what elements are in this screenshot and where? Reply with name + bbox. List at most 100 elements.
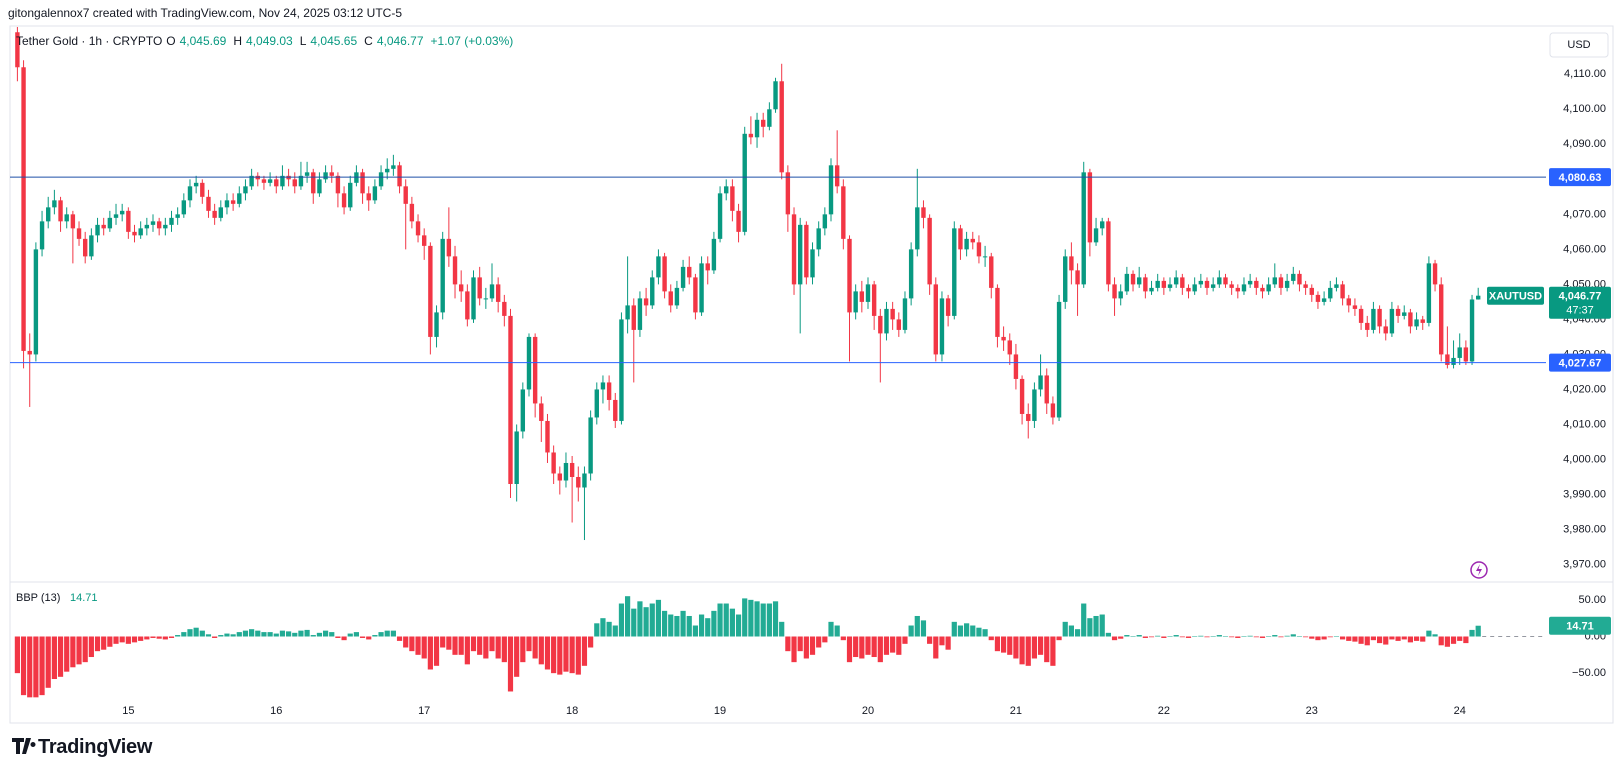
price-tag	[1549, 168, 1611, 187]
bbp-bar	[717, 603, 723, 637]
candle-body	[1247, 280, 1253, 285]
ohlc-value: 4,045.69	[179, 34, 227, 48]
bbp-bar	[1148, 636, 1155, 638]
candle-body	[378, 172, 384, 187]
candle-body	[212, 210, 217, 218]
candle-body	[1420, 319, 1425, 323]
candle-body	[1007, 340, 1012, 355]
bbp-bar	[507, 636, 514, 692]
candle-body	[489, 284, 495, 299]
candle-body	[304, 172, 310, 176]
candle-body	[576, 476, 581, 488]
candle-body	[76, 228, 82, 239]
candle-body	[329, 172, 334, 176]
bbp-bar	[1081, 603, 1087, 637]
bbp-bar	[754, 601, 760, 637]
candle-body	[169, 217, 174, 225]
candle-body	[619, 319, 624, 421]
ohlc-value: 4,049.03	[246, 34, 293, 48]
candle-body	[958, 228, 963, 250]
candle-body	[1124, 273, 1130, 292]
bbp-bar	[581, 636, 588, 666]
bbp-bar	[205, 634, 212, 637]
candle-body	[717, 193, 723, 239]
candle-body	[1210, 284, 1216, 288]
bbp-bar	[914, 615, 920, 637]
currency[interactable]: USD	[1567, 39, 1590, 51]
bbp-bar	[1204, 636, 1210, 638]
candle-body	[1432, 263, 1438, 285]
alert-icon[interactable]	[1470, 561, 1488, 579]
y-tick-label: 3,990.00	[1563, 488, 1606, 500]
candle-body	[156, 221, 162, 229]
candle-body	[1408, 312, 1413, 327]
candle-body	[859, 291, 865, 302]
candle-body	[1026, 413, 1031, 421]
bbp-bar	[711, 610, 717, 637]
bbp-bar	[612, 625, 618, 637]
bbp-bar	[298, 630, 304, 637]
symbol-tag	[1487, 286, 1544, 305]
bbp-bar	[779, 621, 785, 637]
bbp-bar	[1155, 635, 1161, 637]
candle-body	[274, 179, 279, 187]
candle-body	[1402, 312, 1407, 316]
bbp-bar	[1389, 636, 1395, 640]
price-tag	[1549, 353, 1611, 372]
candle-body	[989, 256, 994, 288]
bbp-bar	[1364, 636, 1370, 646]
bbp-bar	[1044, 636, 1050, 663]
candle-body	[1013, 354, 1019, 379]
candle-body	[896, 319, 902, 330]
bbp-bar	[1142, 636, 1148, 638]
candle-body	[933, 284, 938, 355]
candle-body	[21, 67, 26, 351]
candle-body	[243, 186, 248, 194]
candle-body	[1075, 270, 1080, 285]
bbp-bar	[1235, 636, 1241, 638]
bbp-bar	[994, 636, 1001, 652]
bbp-bar	[1346, 636, 1352, 641]
candle-body	[1303, 284, 1308, 288]
candle-body	[1106, 221, 1111, 285]
candle-body	[631, 305, 636, 330]
bbp-bar	[33, 636, 39, 698]
candle-body	[551, 452, 556, 474]
candle-body	[761, 119, 766, 127]
candle-body	[964, 238, 969, 250]
bbp-bar	[575, 636, 581, 675]
bbp-bar	[772, 601, 779, 637]
candle-body	[415, 221, 421, 236]
bbp-bar	[871, 636, 877, 658]
x-tick-label: 19	[714, 705, 726, 717]
candle-body	[705, 263, 710, 271]
bbp-bar	[224, 633, 230, 637]
bbp-bar	[150, 636, 156, 638]
candle-body	[89, 235, 94, 257]
bbp-bar	[322, 630, 329, 637]
candle-body	[748, 133, 754, 138]
bbp-bar	[1013, 636, 1019, 659]
candle-body	[939, 298, 945, 355]
y-tick-label: 4,110.00	[1564, 68, 1606, 80]
candle-body	[1463, 347, 1469, 362]
symbol[interactable]: Tether Gold · 1h · CRYPTO	[16, 34, 163, 48]
bbp-bar	[261, 632, 267, 637]
bbp-bar	[76, 636, 82, 665]
bbp-bar	[446, 636, 452, 650]
bbp-bar	[1241, 636, 1247, 638]
bbp-bar	[409, 636, 415, 652]
currency-box[interactable]	[1549, 32, 1609, 58]
bbp-bar	[427, 636, 433, 670]
bbp-bar	[273, 633, 279, 637]
bbp-bar	[822, 636, 828, 643]
bbp-bar	[156, 636, 162, 639]
brand[interactable]: TradingView	[38, 736, 153, 758]
candle-body	[711, 238, 717, 271]
candle-body	[785, 172, 791, 215]
bbp-bar	[218, 635, 224, 637]
ohlc-key: C	[364, 34, 373, 48]
candle-body	[1475, 295, 1481, 300]
bbp-bar	[1130, 636, 1136, 638]
